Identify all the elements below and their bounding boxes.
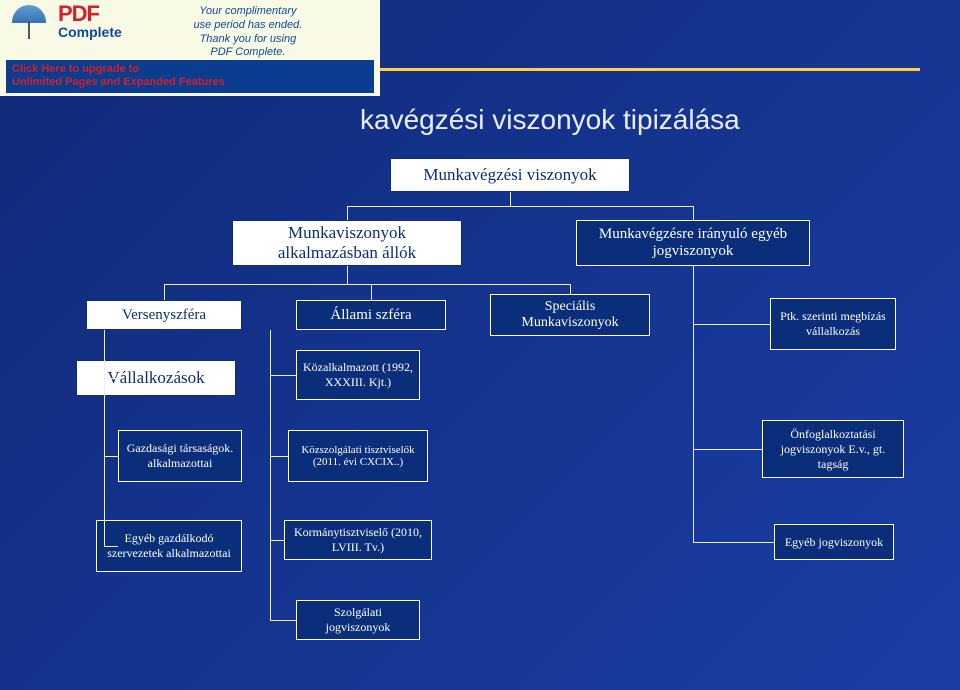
connector-11 bbox=[693, 449, 762, 450]
trial-line4: PDF Complete. bbox=[122, 46, 374, 60]
upgrade-link-bar[interactable]: Click Here to upgrade to Unlimited Pages… bbox=[6, 60, 374, 93]
connector-8 bbox=[570, 284, 571, 294]
connector-13 bbox=[104, 330, 105, 546]
node-egyebj: Egyéb jogviszonyok bbox=[774, 524, 894, 560]
connector-6 bbox=[164, 284, 165, 300]
upgrade-link-line1[interactable]: Click Here to upgrade to bbox=[12, 63, 139, 75]
node-l2b: Munkavégzésre irányuló egyéb jogviszonyo… bbox=[576, 220, 810, 266]
connector-10 bbox=[693, 324, 770, 325]
node-szolg: Szolgálati jogviszonyok bbox=[296, 600, 420, 640]
trial-line1: Your complimentary bbox=[122, 5, 374, 19]
node-special: Speciális Munkaviszonyok bbox=[490, 294, 650, 336]
connector-9 bbox=[693, 266, 694, 542]
node-gazd: Gazdasági társaságok. alkalmazottai bbox=[118, 430, 242, 482]
node-root: Munkavégzési viszonyok bbox=[390, 158, 630, 192]
watermark-top: PDF Complete Your complimentary use peri… bbox=[6, 3, 374, 60]
node-allami: Állami szféra bbox=[296, 300, 446, 330]
node-l2a: Munkaviszonyok alkalmazásban állók bbox=[232, 220, 462, 266]
node-onfog: Önfoglalkoztatási jogviszonyok E.v., gt.… bbox=[762, 420, 904, 478]
org-chart: Munkavégzési viszonyok Munkaviszonyok alk… bbox=[0, 150, 960, 680]
connector-0 bbox=[510, 192, 511, 206]
pdf-complete-logo bbox=[6, 3, 52, 43]
connector-16 bbox=[104, 546, 118, 547]
umbrella-stem bbox=[28, 21, 30, 39]
connector-21 bbox=[270, 620, 296, 621]
pdf-complete-watermark: PDF Complete Your complimentary use peri… bbox=[0, 0, 380, 96]
brand-complete: Complete bbox=[58, 25, 122, 39]
connector-14 bbox=[104, 378, 118, 379]
slide-title: kavégzési viszonyok tipizálása bbox=[360, 104, 740, 136]
node-verseny: Versenyszféra bbox=[86, 300, 242, 330]
connector-15 bbox=[104, 456, 118, 457]
connector-1 bbox=[347, 206, 693, 207]
connector-5 bbox=[164, 284, 570, 285]
connector-3 bbox=[693, 206, 694, 220]
connector-20 bbox=[270, 540, 284, 541]
node-kozszolg: Közszolgálati tisztviselők (2011. évi CX… bbox=[288, 430, 428, 482]
node-ptk: Ptk. szerinti megbízás vállalkozás bbox=[770, 298, 896, 350]
node-vallal: Vállalkozások bbox=[76, 360, 236, 396]
connector-12 bbox=[693, 542, 774, 543]
node-kozalk: Közalkalmazott (1992, XXXIII. Kjt.) bbox=[296, 350, 420, 400]
brand-pdf: PDF bbox=[58, 3, 122, 25]
trial-line2: use period has ended. bbox=[122, 19, 374, 33]
trial-message: Your complimentary use period has ended.… bbox=[122, 3, 374, 60]
connector-19 bbox=[270, 456, 288, 457]
connector-17 bbox=[270, 330, 271, 620]
trial-line3: Thank you for using bbox=[122, 33, 374, 47]
connector-18 bbox=[270, 375, 296, 376]
connector-4 bbox=[347, 266, 348, 284]
brand-text: PDF Complete bbox=[58, 3, 122, 39]
connector-2 bbox=[347, 206, 348, 220]
node-kormany: Kormánytisztviselő (2010, LVIII. Tv.) bbox=[284, 520, 432, 560]
upgrade-link-line2[interactable]: Unlimited Pages and Expanded Features bbox=[12, 76, 225, 88]
connector-7 bbox=[371, 284, 372, 300]
